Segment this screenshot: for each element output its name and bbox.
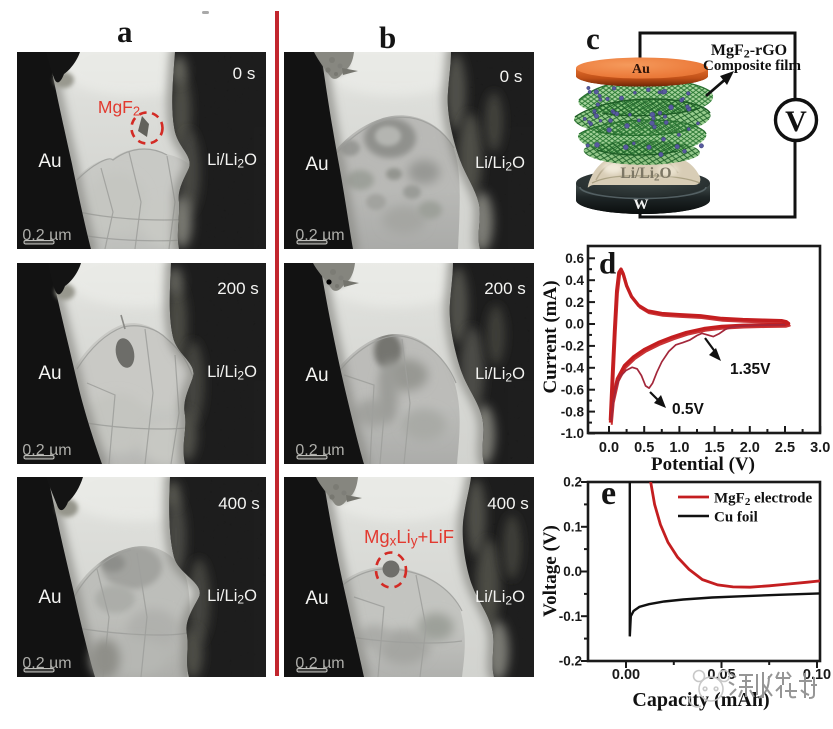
svg-text:0.2 µm: 0.2 µm [22,227,71,244]
svg-text:Au: Au [38,587,61,608]
svg-text:0.6: 0.6 [565,251,584,266]
svg-text:Au: Au [38,363,61,384]
svg-text:0 s: 0 s [500,67,523,86]
svg-text:200 s: 200 s [484,279,526,298]
svg-text:-0.2: -0.2 [559,654,582,669]
svg-text:0.5: 0.5 [634,440,654,456]
svg-text:-0.6: -0.6 [561,382,585,397]
svg-text:2.5: 2.5 [775,440,795,456]
svg-text:W: W [634,197,649,213]
svg-text:0.00: 0.00 [612,667,640,683]
svg-text:0.10: 0.10 [803,667,831,683]
svg-text:3.0: 3.0 [810,440,830,456]
svg-text:0.2: 0.2 [565,295,584,310]
svg-text:0 s: 0 s [233,64,256,83]
svg-text:V: V [785,105,807,138]
svg-text:Cu foil: Cu foil [714,510,758,526]
svg-text:e: e [601,475,616,512]
svg-text:Au: Au [305,365,328,386]
svg-text:0.0: 0.0 [563,564,582,579]
svg-text:Li/Li2O: Li/Li2O [475,588,525,608]
svg-text:400 s: 400 s [487,494,529,513]
svg-text:MgF2 electrode: MgF2 electrode [714,491,812,509]
svg-text:Capacity (mAh): Capacity (mAh) [632,689,769,711]
svg-text:0.4: 0.4 [565,273,584,288]
svg-text:c: c [586,21,600,56]
svg-text:Au: Au [38,151,61,172]
svg-text:Potential (V): Potential (V) [651,454,755,475]
svg-text:-1.0: -1.0 [561,426,584,441]
svg-text:Composite film: Composite film [703,58,801,74]
svg-text:Au: Au [632,62,650,77]
svg-text:0.2 µm: 0.2 µm [295,655,344,672]
svg-text:0.2 µm: 0.2 µm [295,442,344,459]
svg-text:Current (mA): Current (mA) [540,280,561,393]
svg-text:0.1: 0.1 [563,520,582,535]
svg-text:MgF2: MgF2 [98,97,140,119]
svg-text:d: d [599,246,616,281]
svg-text:Au: Au [305,154,328,175]
svg-text:2.0: 2.0 [740,440,760,456]
svg-text:MgF2-rGO: MgF2-rGO [711,42,787,61]
svg-text:Voltage (V): Voltage (V) [540,525,561,617]
svg-text:Li/Li2O: Li/Li2O [207,151,257,171]
svg-text:Li/Li2O: Li/Li2O [475,154,525,174]
svg-text:0.2: 0.2 [563,475,582,490]
svg-text:0.0: 0.0 [599,440,619,456]
svg-text:-0.2: -0.2 [561,339,584,354]
svg-text:Li/Li2O: Li/Li2O [475,365,525,385]
svg-text:Li/Li2O: Li/Li2O [620,165,671,184]
svg-text:1.0: 1.0 [669,440,689,456]
svg-text:0.2 µm: 0.2 µm [22,655,71,672]
svg-text:1.35V: 1.35V [730,361,771,378]
svg-text:-0.4: -0.4 [561,361,585,376]
svg-text:0.5V: 0.5V [672,401,705,418]
svg-text:Li/Li2O: Li/Li2O [207,363,257,383]
svg-text:0.2 µm: 0.2 µm [22,442,71,459]
svg-text:-0.1: -0.1 [559,609,583,624]
svg-text:Li/Li2O: Li/Li2O [207,587,257,607]
svg-text:1.5: 1.5 [705,440,725,456]
svg-text:MgxLiy+LiF: MgxLiy+LiF [364,526,454,549]
svg-text:Au: Au [305,588,328,609]
svg-text:400 s: 400 s [218,494,260,513]
svg-text:-0.8: -0.8 [561,404,585,419]
svg-text:0.2 µm: 0.2 µm [295,227,344,244]
svg-text:200 s: 200 s [217,279,259,298]
svg-text:0.0: 0.0 [565,317,584,332]
